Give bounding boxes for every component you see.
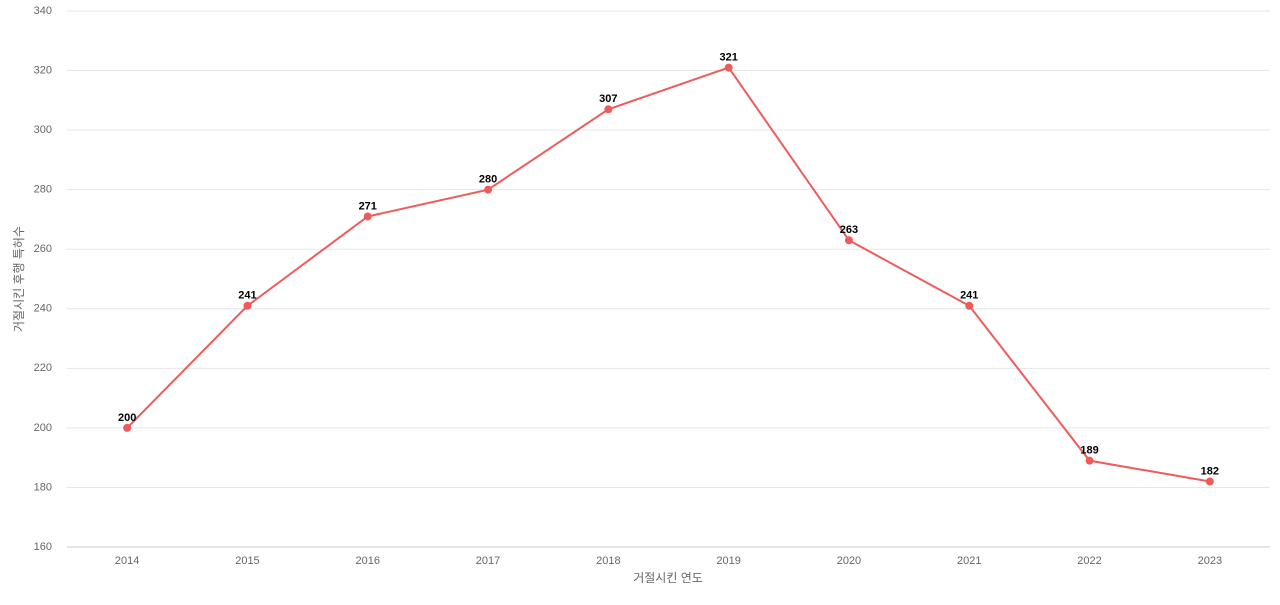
data-label: 182 — [1201, 465, 1219, 477]
data-point — [243, 301, 252, 310]
data-point — [844, 236, 853, 245]
data-point — [965, 301, 974, 310]
data-label: 189 — [1080, 445, 1098, 457]
data-point — [724, 63, 733, 72]
x-tick-label: 2015 — [235, 555, 259, 567]
y-tick-label: 300 — [34, 124, 52, 136]
x-tick-label: 2018 — [596, 555, 620, 567]
data-label: 241 — [960, 290, 978, 302]
y-tick-label: 240 — [34, 303, 52, 315]
data-line — [126, 66, 1211, 483]
data-point — [484, 185, 493, 194]
x-tick-label: 2020 — [837, 555, 861, 567]
y-tick-label: 180 — [34, 481, 52, 493]
y-tick-label: 160 — [34, 541, 52, 553]
data-label: 263 — [840, 224, 858, 236]
x-tick-label: 2023 — [1198, 555, 1222, 567]
y-tick-label: 280 — [34, 184, 52, 196]
x-tick-label: 2021 — [957, 555, 981, 567]
data-label: 307 — [599, 93, 617, 105]
y-tick-label: 200 — [34, 422, 52, 434]
data-point — [1085, 456, 1094, 465]
x-tick-label: 2017 — [476, 555, 500, 567]
data-label: 200 — [118, 412, 136, 424]
x-tick-label: 2016 — [356, 555, 380, 567]
x-tick-label: 2019 — [716, 555, 740, 567]
data-label: 241 — [238, 290, 256, 302]
x-tick-label: 2022 — [1077, 555, 1101, 567]
data-point — [123, 423, 132, 432]
y-tick-label: 320 — [34, 64, 52, 76]
x-axis-title: 거절시킨 연도 — [633, 571, 703, 585]
x-tick-label: 2014 — [115, 555, 139, 567]
data-label: 271 — [359, 200, 377, 212]
y-tick-label: 340 — [34, 5, 52, 17]
data-label: 280 — [479, 174, 497, 186]
data-label: 321 — [719, 51, 737, 63]
data-point — [363, 212, 372, 221]
data-point — [1205, 477, 1214, 486]
y-tick-label: 220 — [34, 362, 52, 374]
y-tick-label: 260 — [34, 243, 52, 255]
data-point — [604, 105, 613, 114]
y-axis-title: 거절시킨 후행 특허수 — [11, 226, 26, 332]
